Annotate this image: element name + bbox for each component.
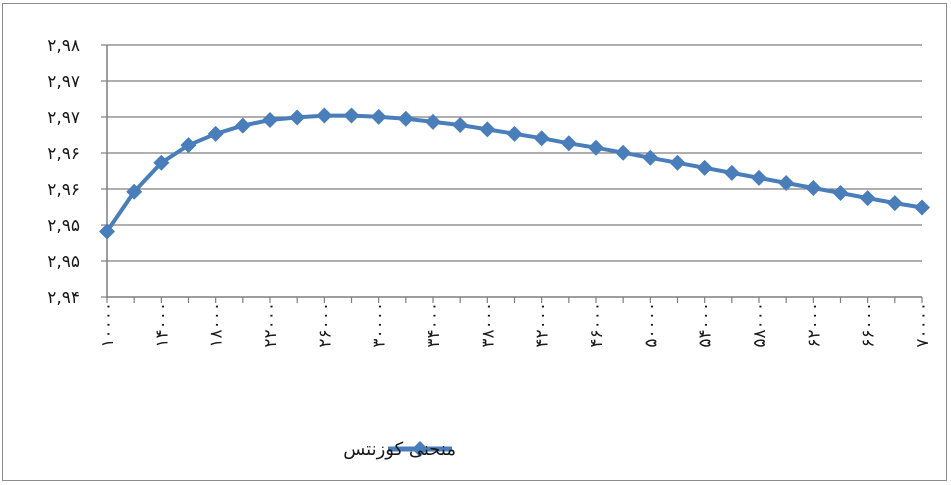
x-tick-label: ۱۰۰۰۰ — [98, 302, 118, 348]
y-tick-label: ۲,۹۴ — [47, 288, 80, 308]
x-tick-label: ۱۸۰۰۰ — [207, 302, 227, 348]
y-tick-label: ۲,۹۷ — [47, 72, 80, 92]
data-point-marker — [642, 149, 659, 166]
data-point-marker — [778, 174, 795, 191]
x-tick-label: ۶۶۰۰۰ — [859, 302, 879, 348]
data-point-marker — [207, 125, 224, 142]
data-point-marker — [397, 110, 414, 127]
x-tick-label: ۴۶۰۰۰ — [587, 302, 607, 348]
data-point-marker — [180, 137, 197, 154]
data-point-marker — [723, 164, 740, 181]
x-tick-label: ۵۰۰۰۰ — [641, 302, 661, 348]
data-point-marker — [832, 185, 849, 202]
data-point-marker — [452, 117, 469, 134]
x-tick-label: ۲۶۰۰۰ — [315, 302, 335, 348]
data-point-marker — [805, 180, 822, 197]
x-tick-label: ۲۲۰۰۰ — [261, 302, 281, 348]
y-tick-label: ۲,۹۸ — [47, 36, 80, 56]
legend-label: منحنی کوزنتس — [343, 439, 456, 460]
x-tick-label: ۴۲۰۰۰ — [533, 302, 553, 348]
data-point-marker — [126, 183, 143, 200]
x-tick-label: ۶۲۰۰۰ — [804, 302, 824, 348]
data-point-marker — [669, 154, 686, 171]
data-point-marker — [560, 135, 577, 152]
data-point-marker — [425, 113, 441, 130]
y-tick-label: ۲,۹۷ — [47, 108, 80, 128]
series-kuznets — [99, 107, 930, 240]
data-point-marker — [886, 195, 903, 212]
data-point-marker — [751, 169, 767, 186]
data-point-marker — [234, 117, 251, 134]
y-tick-label: ۲,۹۶ — [47, 180, 80, 200]
data-point-marker — [99, 223, 115, 240]
data-point-marker — [262, 111, 278, 128]
data-point-marker — [506, 125, 523, 142]
data-point-marker — [696, 159, 713, 176]
data-point-marker — [479, 121, 496, 138]
data-point-marker — [153, 154, 170, 171]
y-axis-tick-labels: ۲,۹۴ ۲,۹۵ ۲,۹۵ ۲,۹۶ ۲,۹۶ ۲,۹۷ ۲,۹۷ ۲,۹۸ — [47, 36, 80, 308]
x-tick-label: ۱۴۰۰۰ — [152, 302, 172, 348]
data-point-marker — [914, 199, 930, 216]
data-point-marker — [316, 107, 333, 124]
x-tick-label: ۳۴۰۰۰ — [424, 302, 444, 348]
data-point-marker — [370, 108, 387, 125]
x-axis-tick-labels: ۱۰۰۰۰ ۱۴۰۰۰ ۱۸۰۰۰ ۲۲۰۰۰ ۲۶۰۰۰ ۳۰۰۰۰ ۳۴۰۰۰ ۳۸۰۰۰… — [98, 302, 933, 348]
y-tick-label: ۲,۹۵ — [47, 252, 80, 272]
x-tick-label: ۳۰۰۰۰ — [370, 302, 390, 348]
x-tick-label: ۷۰۰۰۰ — [913, 302, 933, 348]
axes — [101, 44, 923, 303]
x-tick-label: ۳۸۰۰۰ — [478, 302, 498, 348]
data-point-marker — [289, 109, 306, 126]
chart-frame — [2, 3, 947, 481]
gridlines — [107, 44, 922, 262]
y-tick-label: ۲,۹۶ — [47, 144, 80, 164]
data-point-marker — [533, 130, 550, 147]
y-tick-label: ۲,۹۵ — [47, 216, 80, 236]
data-point-marker — [343, 107, 360, 124]
x-tick-label: ۵۸۰۰۰ — [750, 302, 770, 348]
data-point-marker — [615, 144, 632, 161]
legend: منحنی کوزنتس — [343, 439, 456, 460]
data-point-marker — [588, 139, 604, 156]
x-tick-label: ۵۴۰۰۰ — [696, 302, 716, 348]
legend-diamond-marker — [412, 441, 428, 457]
data-point-marker — [859, 190, 876, 207]
